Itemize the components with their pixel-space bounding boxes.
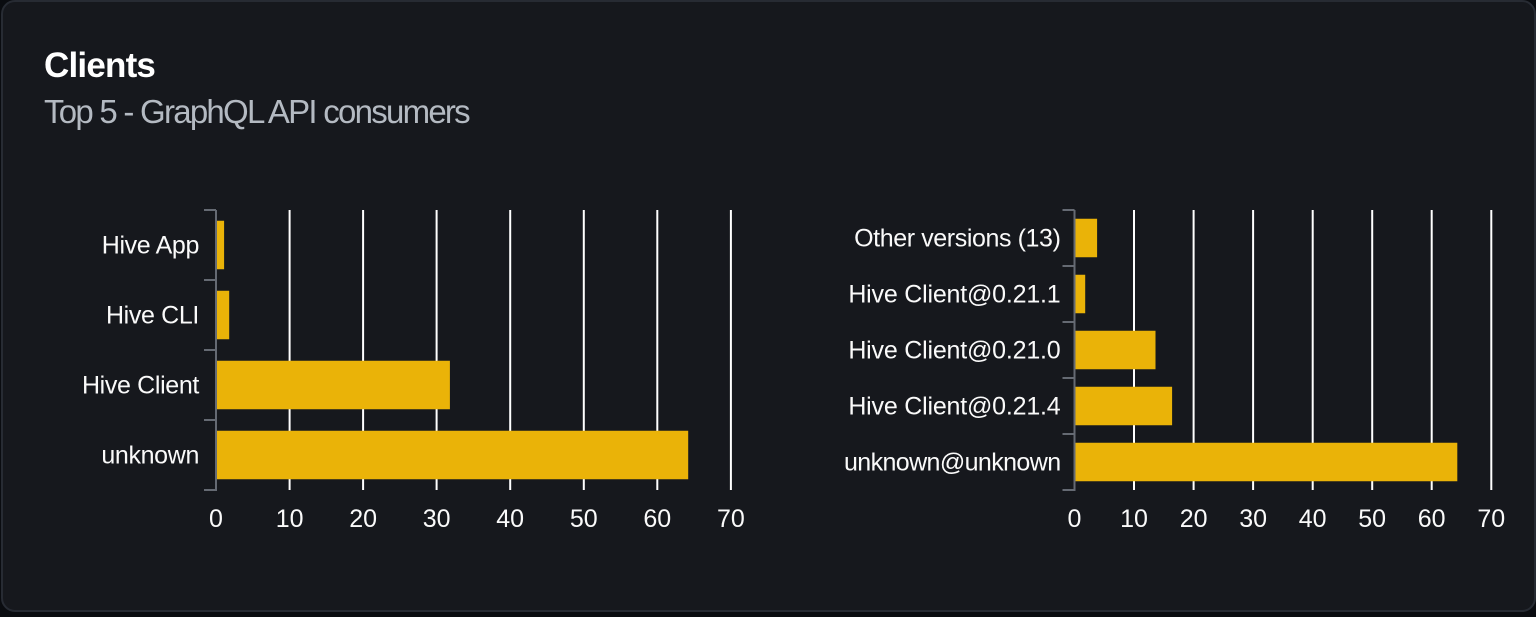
svg-text:unknown@unknown: unknown@unknown (844, 449, 1061, 477)
svg-text:70: 70 (717, 505, 745, 533)
svg-text:Hive CLI: Hive CLI (106, 302, 199, 330)
svg-text:30: 30 (423, 505, 451, 533)
svg-text:0: 0 (1068, 505, 1082, 533)
svg-text:50: 50 (1358, 505, 1386, 533)
svg-text:20: 20 (1180, 505, 1208, 533)
svg-text:20: 20 (349, 505, 377, 533)
svg-text:Hive Client@0.21.4: Hive Client@0.21.4 (848, 393, 1060, 421)
svg-text:40: 40 (1299, 505, 1327, 533)
svg-text:70: 70 (1477, 505, 1505, 533)
svg-text:Hive Client@0.21.0: Hive Client@0.21.0 (848, 337, 1060, 365)
svg-text:60: 60 (643, 505, 671, 533)
svg-text:10: 10 (1120, 505, 1148, 533)
svg-text:50: 50 (570, 505, 598, 533)
svg-text:unknown: unknown (101, 442, 199, 470)
svg-text:0: 0 (209, 505, 223, 533)
svg-text:Other versions (13): Other versions (13) (854, 225, 1060, 253)
svg-text:Hive Client@0.21.1: Hive Client@0.21.1 (848, 281, 1060, 309)
svg-text:30: 30 (1239, 505, 1267, 533)
svg-text:60: 60 (1418, 505, 1446, 533)
svg-text:Hive App: Hive App (102, 232, 199, 260)
svg-text:10: 10 (276, 505, 304, 533)
svg-text:40: 40 (496, 505, 524, 533)
svg-text:Hive Client: Hive Client (82, 372, 199, 400)
